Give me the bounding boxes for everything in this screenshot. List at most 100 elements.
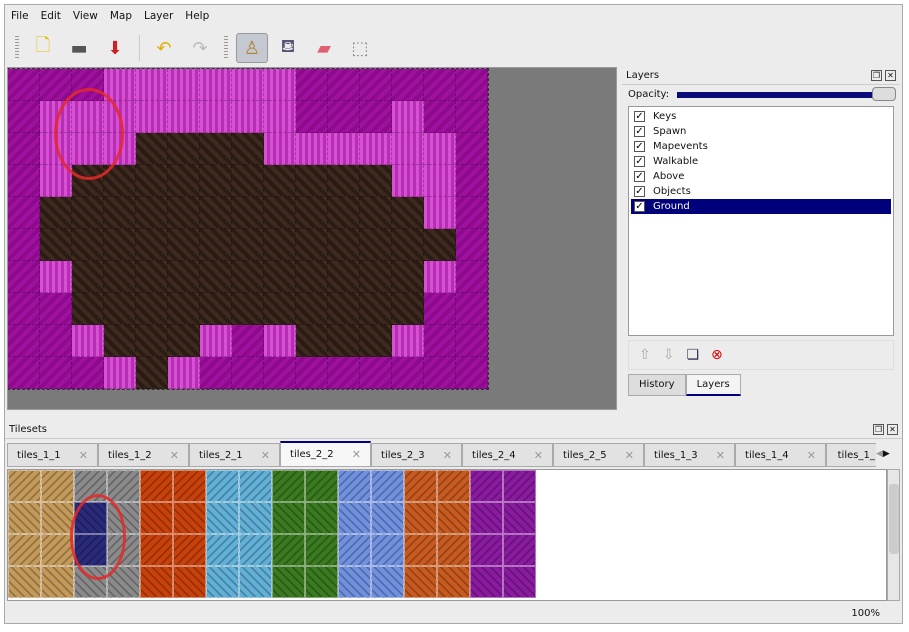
map-tile[interactable] [8, 325, 40, 357]
tileset-tab[interactable]: tiles_2_1 ✕ [189, 443, 280, 467]
tileset-tile[interactable] [371, 502, 404, 534]
map-tile[interactable] [8, 165, 40, 197]
layer-visibility-checkbox[interactable]: ✓ [634, 141, 645, 152]
tileset-tile[interactable] [437, 470, 470, 502]
tileset-tile[interactable] [404, 470, 437, 502]
tileset-tile[interactable] [305, 502, 338, 534]
map-tile[interactable] [232, 69, 264, 101]
map-tile[interactable] [392, 293, 424, 325]
map-tile[interactable] [424, 133, 456, 165]
tab-scroll-buttons[interactable]: ◀ ▶ [876, 441, 900, 467]
tileset-tile[interactable] [140, 566, 173, 598]
map-tile[interactable] [328, 101, 360, 133]
map-tile[interactable] [424, 357, 456, 389]
tileset-tile[interactable] [305, 566, 338, 598]
tileset-tile[interactable] [503, 566, 536, 598]
tileset-tab[interactable]: tiles_1_4 ✕ [735, 443, 826, 467]
map-tile[interactable] [264, 229, 296, 261]
tileset-tile[interactable] [140, 534, 173, 566]
tileset-tile[interactable] [272, 502, 305, 534]
map-tile[interactable] [296, 133, 328, 165]
map-tile[interactable] [136, 133, 168, 165]
tileset-tile[interactable] [8, 566, 41, 598]
map-tile[interactable] [360, 69, 392, 101]
tileset-tile[interactable] [41, 534, 74, 566]
map-view[interactable] [7, 67, 617, 410]
tileset-tile[interactable] [437, 534, 470, 566]
map-tile[interactable] [424, 197, 456, 229]
map-tile[interactable] [264, 165, 296, 197]
map-tile[interactable] [264, 69, 296, 101]
tileset-tile[interactable] [41, 566, 74, 598]
map-tile[interactable] [40, 261, 72, 293]
map-tile[interactable] [296, 325, 328, 357]
save-icon[interactable]: ⬇ [107, 37, 123, 59]
menu-edit[interactable]: Edit [40, 10, 61, 22]
tileset-vertical-scrollbar[interactable] [887, 469, 900, 601]
map-tile[interactable] [200, 165, 232, 197]
tileset-tile[interactable] [371, 470, 404, 502]
map-tile[interactable] [104, 261, 136, 293]
map-tile[interactable] [424, 293, 456, 325]
stamp-brush-icon[interactable]: ♙ [236, 33, 268, 63]
map-tile[interactable] [328, 261, 360, 293]
tileset-tile[interactable] [239, 502, 272, 534]
close-tab-icon[interactable]: ✕ [533, 448, 543, 462]
map-tile[interactable] [264, 293, 296, 325]
duplicate-layer-icon[interactable]: ❏ [686, 347, 700, 363]
map-tile[interactable] [136, 165, 168, 197]
menu-layer[interactable]: Layer [144, 10, 174, 22]
tileset-tab[interactable]: tiles_2_4 ✕ [462, 443, 553, 467]
map-tile[interactable] [456, 197, 488, 229]
map-tile[interactable] [136, 357, 168, 389]
map-tile[interactable] [392, 165, 424, 197]
map-tile[interactable] [456, 261, 488, 293]
map-tile[interactable] [136, 293, 168, 325]
map-tile[interactable] [296, 165, 328, 197]
tileset-tab[interactable]: tiles_2_5 ✕ [553, 443, 644, 467]
tileset-tile[interactable] [173, 566, 206, 598]
redo-icon[interactable]: ↷ [192, 37, 208, 59]
float-icon[interactable]: ❐ [871, 70, 882, 81]
tileset-tile[interactable] [41, 470, 74, 502]
tileset-tile[interactable] [470, 566, 503, 598]
map-tile[interactable] [328, 229, 360, 261]
close-tab-icon[interactable]: ✕ [806, 448, 816, 462]
map-tile[interactable] [424, 325, 456, 357]
map-tile[interactable] [232, 325, 264, 357]
tileset-view[interactable] [7, 469, 887, 601]
map-tile[interactable] [72, 357, 104, 389]
tileset-tile[interactable] [338, 566, 371, 598]
map-tile[interactable] [424, 69, 456, 101]
map-tile[interactable] [392, 101, 424, 133]
map-tile[interactable] [328, 357, 360, 389]
opacity-slider[interactable] [677, 86, 896, 101]
map-tile[interactable] [8, 293, 40, 325]
raise-layer-icon[interactable]: ⇧ [639, 347, 651, 363]
tileset-tile[interactable] [206, 502, 239, 534]
map-tile[interactable] [296, 261, 328, 293]
map-tile[interactable] [40, 229, 72, 261]
layer-item[interactable]: ✓ Above [631, 169, 891, 184]
tileset-tab[interactable]: tiles_2_2 ✕ [280, 441, 371, 467]
tileset-tile[interactable] [503, 470, 536, 502]
map-tile[interactable] [392, 133, 424, 165]
map-tile[interactable] [168, 357, 200, 389]
tileset-tile[interactable] [470, 470, 503, 502]
scroll-left-icon[interactable]: ◀ [876, 449, 883, 459]
map-tile[interactable] [360, 293, 392, 325]
toolbar-grip[interactable] [15, 36, 19, 60]
map-tile[interactable] [72, 197, 104, 229]
menu-file[interactable]: File [11, 10, 29, 22]
map-tile[interactable] [328, 133, 360, 165]
close-tab-icon[interactable]: ✕ [169, 448, 179, 462]
map-tile[interactable] [72, 293, 104, 325]
map-tile[interactable] [360, 325, 392, 357]
map-tile[interactable] [200, 293, 232, 325]
map-tile[interactable] [360, 357, 392, 389]
map-tile[interactable] [232, 229, 264, 261]
map-tile[interactable] [392, 357, 424, 389]
map-tile[interactable] [40, 197, 72, 229]
tileset-tile[interactable] [107, 470, 140, 502]
map-tile[interactable] [424, 229, 456, 261]
